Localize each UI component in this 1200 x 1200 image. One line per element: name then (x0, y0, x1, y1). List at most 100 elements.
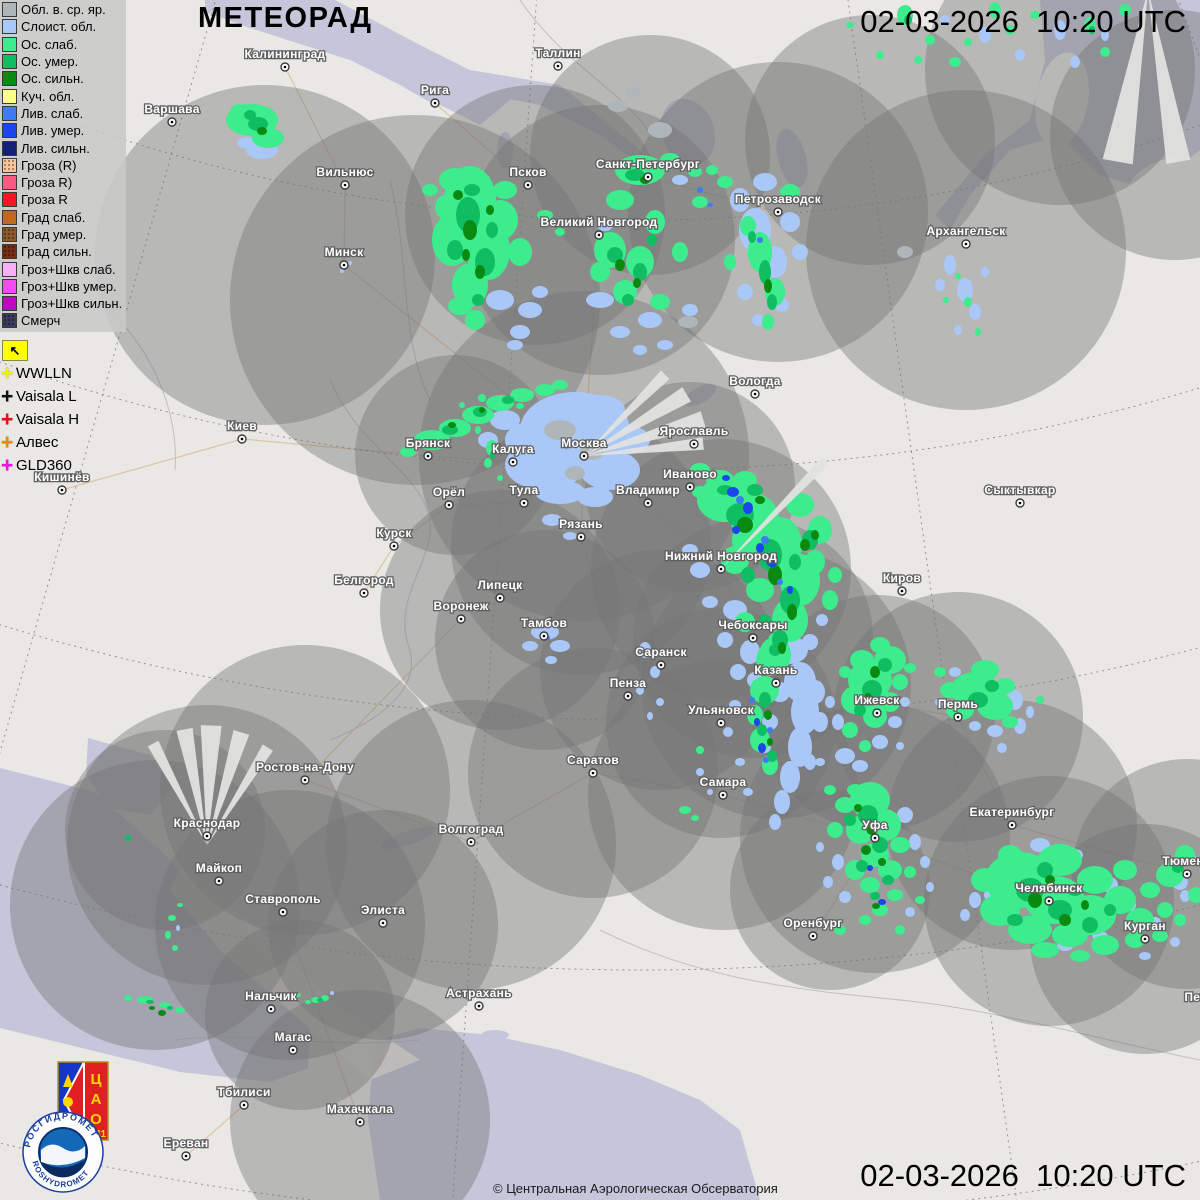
echo-st (682, 304, 698, 316)
city-marker-dot (646, 501, 650, 505)
echo-b2 (766, 553, 778, 567)
city-label: Ставрополь (245, 892, 321, 906)
city-label: Варшава (144, 102, 199, 116)
city-label: Таллин (535, 46, 580, 60)
echo-st (682, 544, 698, 556)
echo-g1 (590, 262, 610, 282)
legend-swatch (2, 175, 17, 191)
echo-g1 (165, 931, 171, 939)
lightning-source-row: + Vaisala L (1, 385, 79, 408)
lightning-source-label: Vaisala H (16, 411, 80, 428)
echo-st (1139, 952, 1151, 960)
legend-label: Смерч (21, 313, 61, 329)
echo-g2 (1089, 26, 1095, 34)
blocked-beam-spoke (1102, 0, 1148, 165)
radar-coverage-circle (10, 760, 300, 1050)
echo-g2 (1082, 917, 1098, 933)
legend-row: Гроза R (2, 191, 122, 208)
echo-b2 (867, 865, 873, 871)
echo-g1 (934, 667, 946, 677)
echo-g3 (872, 903, 880, 909)
city-label: Орёл (433, 485, 465, 499)
echo-st (1026, 706, 1034, 718)
city-label: Вильнюс (316, 165, 373, 179)
echo-g1 (846, 22, 854, 28)
echo-g1 (124, 995, 132, 1001)
echo-g1 (1175, 845, 1195, 865)
echo-g1 (989, 2, 1001, 18)
echo-st (486, 290, 514, 310)
caucasus-mountains (170, 868, 420, 1080)
city-marker-dot (269, 1007, 273, 1011)
echo-st (550, 640, 570, 652)
echo-st (960, 909, 970, 921)
legend-swatch (2, 71, 17, 87)
radar-coverage-circle (806, 90, 1126, 410)
echo-g1 (971, 660, 999, 680)
echo-b1 (736, 496, 744, 504)
echo-g1 (839, 666, 851, 678)
legend-swatch (2, 278, 17, 294)
city-label: Курск (376, 526, 412, 540)
echo-b2 (758, 743, 766, 753)
echo-st (896, 742, 904, 750)
city-label: Архангельск (926, 224, 1006, 238)
city-label: Магас (275, 1030, 312, 1044)
blocked-beam-spoke (584, 370, 670, 456)
echo-g1 (486, 440, 498, 456)
echo-st (505, 422, 555, 458)
echo-st (657, 340, 673, 350)
echo-g1 (847, 784, 863, 796)
echo-g1 (692, 486, 708, 498)
echo-st (888, 716, 902, 728)
echo-g1 (964, 38, 972, 46)
echo-st (545, 656, 557, 664)
echo-st (852, 760, 868, 772)
echo-g2 (244, 110, 256, 120)
echo-st (535, 480, 585, 504)
echo-g1 (672, 242, 688, 262)
echo-st (900, 697, 910, 707)
echo-st (729, 700, 741, 710)
echo-g1 (805, 550, 825, 574)
radar-coverage-circle (530, 35, 770, 275)
city-marker-dot (303, 778, 307, 782)
echo-st (586, 292, 614, 308)
legend-label: Лив. сильн. (21, 140, 90, 156)
city-marker-dot (751, 636, 755, 640)
echo-g3 (149, 1006, 155, 1010)
echo-st (780, 761, 800, 793)
echo-g1 (870, 637, 890, 653)
echo-g1 (537, 210, 553, 220)
echo-st (752, 314, 764, 326)
city-marker-dot (447, 503, 451, 507)
echo-g1 (555, 228, 565, 236)
echo-g1 (690, 463, 710, 477)
echo-st (237, 137, 257, 149)
legend-row: Смерч (2, 312, 122, 329)
city-label: Минск (325, 245, 364, 259)
timestamp-bottom: 02-03-2026 10:20 UTC (860, 1158, 1186, 1193)
city-marker-dot (1010, 823, 1014, 827)
city-marker-dot (281, 910, 285, 914)
echo-b1 (767, 727, 773, 733)
echo-st (897, 807, 913, 823)
legend-row: Гроза (R) (2, 157, 122, 174)
city-label: Саранск (635, 645, 687, 659)
blocked-beam-spoke (1149, 0, 1191, 165)
echo-g1 (895, 925, 905, 935)
legend-label: Ос. слаб. (21, 36, 78, 52)
city-label: Нальчик (245, 989, 297, 1003)
echo-g2 (757, 724, 767, 736)
echo-g1 (995, 678, 1015, 694)
echo-st (522, 641, 538, 651)
legend-swatch (2, 2, 17, 18)
echo-cb (565, 466, 585, 480)
echo-g1 (925, 35, 935, 45)
echo-g1 (1119, 4, 1131, 16)
echo-st (1170, 937, 1180, 947)
echo-st (542, 514, 562, 526)
echo-st (743, 788, 753, 796)
echo-g1 (835, 797, 855, 813)
echo-st (839, 891, 851, 903)
